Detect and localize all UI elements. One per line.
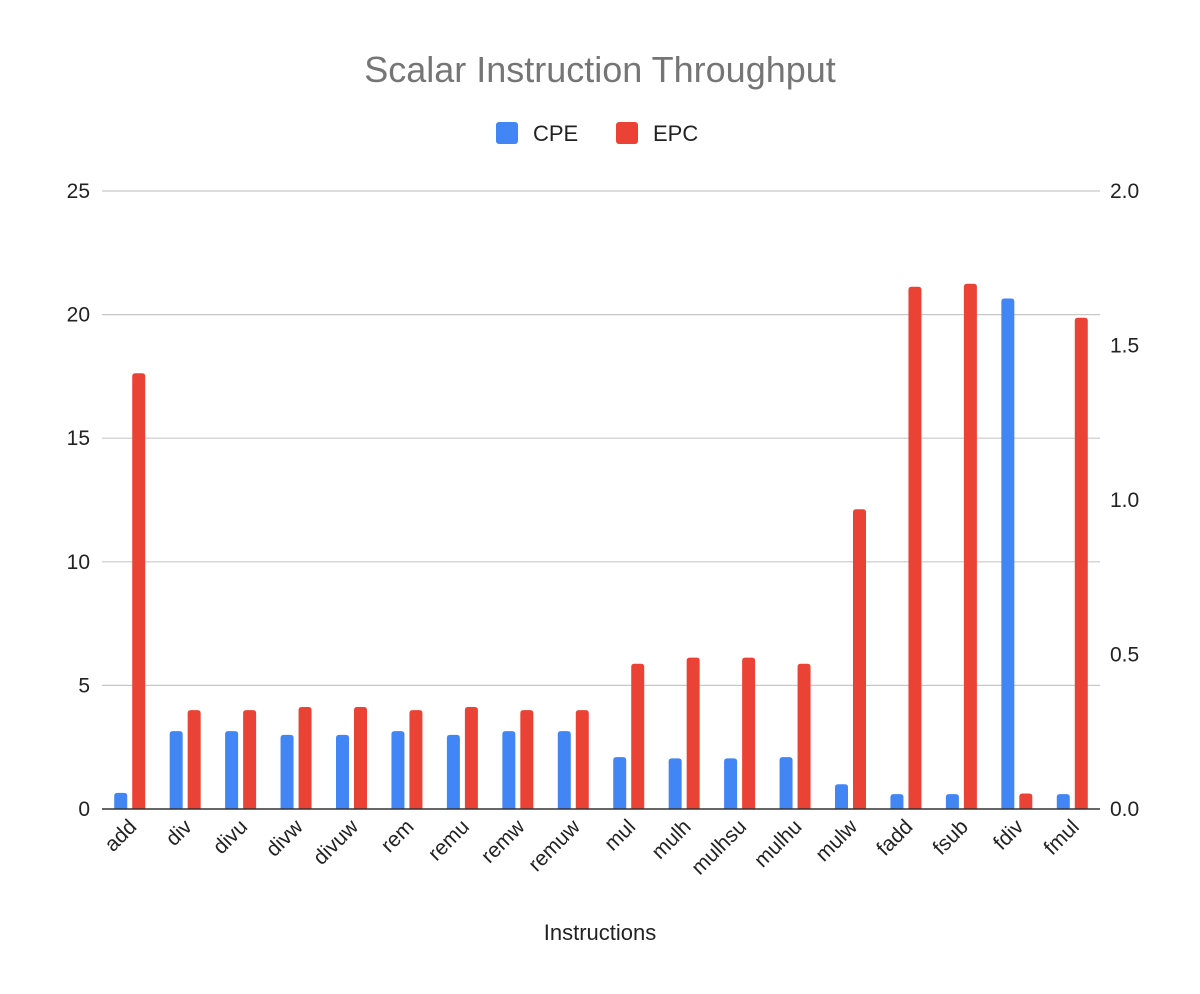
legend-swatch-epc [616,122,638,144]
bar-cpe-mulh [668,758,682,809]
right-axis-ticks: 0.0 0.5 1.0 1.5 2.0 [1110,180,1139,821]
gridlines [102,190,1100,687]
bar-epc-mul [631,663,645,809]
bar-cpe-divuw [336,734,349,809]
x-tick-label: divuw [309,815,364,870]
bar-cpe-add [114,792,128,809]
bar-epc-fmul [1074,317,1088,809]
bar-epc-remu [464,707,478,809]
x-tick-label: divu [209,815,253,859]
x-tick-label: mul [600,815,640,855]
bar-cpe-div [169,731,183,809]
bar-cpe-mulhsu [724,758,738,809]
bar-epc-mulw [853,509,866,809]
bar-epc-remw [520,710,534,809]
x-axis-title: Instructions [544,920,657,945]
x-tick-label: mulw [811,815,863,867]
chart-title: Scalar Instruction Throughput [364,49,836,90]
bar-epc-mulhu [797,663,811,809]
bar-epc-fadd [908,286,922,809]
bar-epc-mulh [686,657,700,809]
legend-swatch-cpe [496,122,518,144]
bar-cpe-remu [446,734,460,809]
bar-cpe-divu [225,731,239,809]
left-tick-label: 5 [78,674,90,697]
bar-cpe-fmul [1056,794,1070,809]
bar-epc-divu [243,710,257,809]
x-tick-label: remu [424,815,474,865]
x-tick-label: rem [377,815,419,857]
bar-epc-div [187,710,201,809]
left-tick-label: 10 [67,551,90,574]
bar-epc-add [132,373,146,809]
right-tick-label: 0.5 [1110,644,1139,667]
bar-cpe-mulw [835,784,848,809]
bar-cpe-mul [613,757,627,809]
x-tick-label: divw [262,815,309,862]
right-tick-label: 1.0 [1110,489,1139,512]
x-tick-label: fmul [1039,815,1083,859]
x-tick-label: fsub [929,815,973,859]
right-tick-label: 0.0 [1110,798,1139,821]
left-tick-label: 15 [67,427,90,450]
bar-epc-remuw [575,710,589,809]
bar-cpe-remuw [557,731,571,809]
bar-cpe-fsub [945,794,959,809]
x-tick-label: div [161,815,197,851]
bar-epc-fdiv [1019,793,1033,809]
right-tick-label: 2.0 [1110,180,1139,203]
bar-cpe-rem [391,731,405,809]
x-tick-label: remw [477,815,530,868]
legend-label-cpe: CPE [533,121,578,146]
left-axis-ticks: 0 5 10 15 20 25 [67,180,90,821]
legend: CPE EPC [496,121,698,146]
x-tick-label: mulhsu [687,815,751,879]
bar-epc-rem [409,710,423,809]
bar-cpe-fadd [890,794,904,809]
left-tick-label: 0 [78,798,90,821]
x-tick-label: mulhu [750,815,807,872]
left-tick-label: 20 [67,304,90,327]
legend-item-cpe: CPE [496,121,578,146]
bars [114,283,1088,809]
x-tick-label: fadd [872,815,917,860]
bar-epc-divuw [354,707,367,809]
x-tick-label: remuw [524,815,585,876]
right-tick-label: 1.5 [1110,335,1139,358]
x-tick-label: add [100,815,141,856]
bar-cpe-divw [280,734,294,809]
bar-cpe-remw [502,731,516,809]
left-tick-label: 25 [67,180,90,203]
bar-epc-divw [298,707,312,809]
bar-cpe-fdiv [1001,298,1015,809]
x-tick-label: mulh [647,815,695,863]
bar-epc-fsub [963,283,977,809]
x-tick-label: fdiv [989,815,1029,855]
legend-label-epc: EPC [653,121,698,146]
bar-cpe-mulhu [779,757,793,809]
bar-epc-mulhsu [742,657,756,809]
legend-item-epc: EPC [616,121,698,146]
